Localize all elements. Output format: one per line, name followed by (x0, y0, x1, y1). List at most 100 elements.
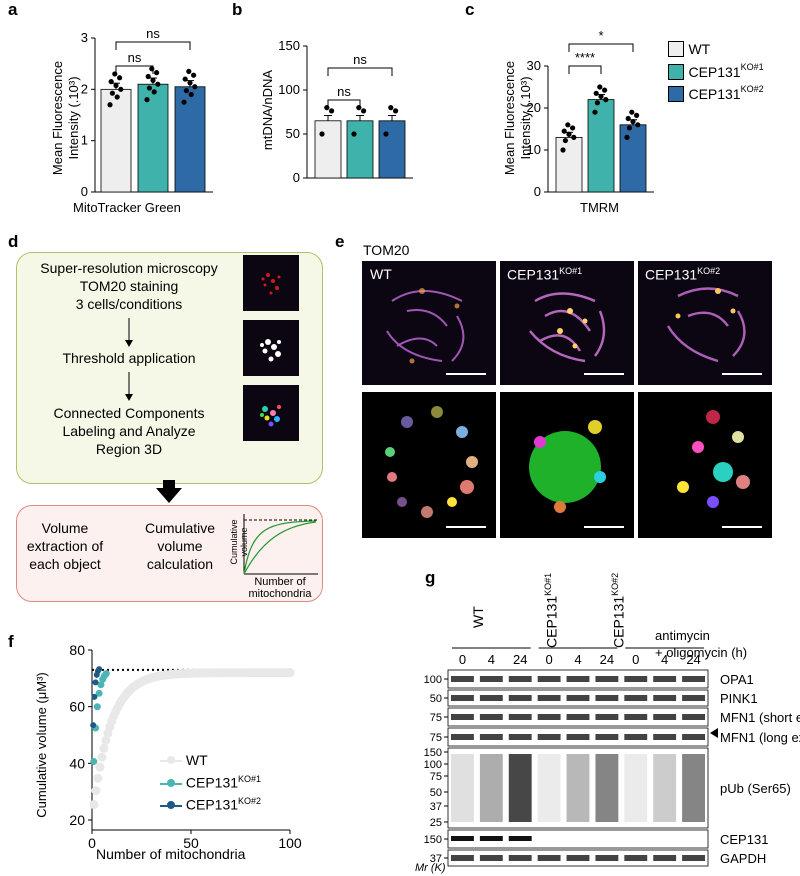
significance-label: ns (146, 26, 160, 41)
point-wt (99, 743, 109, 753)
e-label-ko1-text: CEP131 (507, 266, 560, 283)
a-xlabel: MitoTracker Green (73, 200, 181, 215)
data-point (570, 125, 576, 131)
time-label: 24 (686, 652, 700, 667)
f-ylabel: Cumulative volume (μM³) (34, 650, 49, 840)
blot-g: 0 4 24 0 4 24 0 4 24 OPA1 100 PINK1 50 MFN1 (short ex… (424, 647, 800, 867)
data-point (319, 131, 325, 137)
mw-label: 50 (430, 787, 442, 799)
e-image-ko1-raw (500, 261, 634, 385)
point-ko1 (93, 703, 101, 711)
significance-label: **** (575, 50, 595, 65)
data-point (351, 131, 357, 137)
significance-bracket (115, 65, 154, 74)
mw-label: 25 (430, 817, 442, 829)
data-point (146, 85, 152, 91)
band (624, 714, 648, 720)
data-point (630, 119, 636, 125)
significance-label: ns (337, 84, 351, 99)
data-point (183, 88, 189, 94)
data-point (562, 137, 568, 144)
bar-WT (314, 120, 342, 179)
band-label: MFN1 (short expo.) (720, 710, 800, 725)
data-point (624, 134, 630, 140)
band (653, 695, 677, 701)
d-step1-line1: Super-resolution microscopy (40, 260, 218, 276)
d-inset-xlabel-2: mitochondria (248, 588, 312, 600)
band (508, 734, 532, 740)
mw-label: 150 (424, 834, 442, 846)
significance-label: ns (353, 52, 367, 67)
band (624, 695, 648, 701)
band (682, 714, 705, 720)
band-label: pUb (Ser65) (720, 781, 791, 796)
data-point (181, 99, 187, 105)
pub-smear (653, 754, 677, 822)
time-label: 24 (513, 652, 527, 667)
f-legend: WT CEP131KO#1 CEP131KO#2 (160, 752, 261, 818)
point-ko2 (96, 666, 103, 673)
point-wt (285, 668, 295, 678)
time-label: 4 (488, 652, 495, 667)
band (682, 855, 705, 861)
d-cum-2: volume (157, 538, 203, 554)
data-point (154, 70, 160, 76)
y-tick-label: 0 (81, 184, 88, 199)
e-image-ko1-labeled (500, 392, 634, 538)
data-point (629, 109, 635, 115)
band (537, 714, 561, 720)
data-point (145, 73, 151, 80)
panel-label-a: a (8, 0, 18, 19)
mw-label: 150 (424, 747, 442, 759)
data-point (113, 82, 119, 89)
y-tick-label: 10 (527, 142, 541, 157)
band (479, 676, 503, 682)
band (508, 855, 532, 861)
band (479, 695, 503, 701)
band (451, 855, 474, 861)
data-point (117, 75, 123, 81)
band (566, 714, 590, 720)
data-point (150, 77, 156, 83)
band (624, 734, 648, 740)
band (682, 734, 705, 740)
bar-CEP131KO#1 (346, 120, 374, 179)
band (595, 714, 619, 720)
bar-CEP131KO#2 (378, 120, 406, 179)
y-tick-label: 1 (81, 133, 88, 148)
data-point (388, 105, 394, 111)
mw-label: 75 (430, 771, 442, 783)
data-point (356, 105, 362, 111)
data-point (182, 76, 188, 82)
band (595, 695, 619, 701)
band (566, 676, 590, 682)
f-ylabel-text: Cumulative volume (μM³) (34, 672, 49, 818)
significance-bracket (568, 43, 634, 52)
g-group-ko1-sup: KO#1 (543, 572, 553, 596)
data-point (329, 108, 335, 114)
point-wt (89, 800, 99, 810)
workflow-box-red (16, 505, 323, 602)
band (682, 695, 705, 701)
legend: WT CEP131KO#1 CEP131KO#2 (668, 40, 764, 106)
band (479, 855, 503, 861)
d-vol-2: extraction of (26, 538, 104, 554)
data-point (187, 80, 193, 86)
band (451, 695, 474, 701)
chart-c: 0 10 20 30 ***** (527, 28, 654, 199)
data-point (603, 97, 609, 103)
band (653, 855, 677, 861)
d-step3-line2: Labeling and Analyze (62, 423, 196, 439)
band (537, 695, 561, 701)
g-group-ko2-sup: KO#2 (610, 572, 620, 596)
pub-smear (595, 754, 619, 822)
y-tick-label: 3 (81, 30, 88, 45)
y-tick-label: 60 (69, 699, 85, 715)
d-step3-line3: Region 3D (95, 441, 163, 457)
e-image-wt-raw (362, 261, 496, 385)
data-point (118, 86, 124, 92)
y-tick-label: 50 (286, 126, 300, 141)
band-label: PINK1 (720, 691, 758, 706)
arrowhead (710, 728, 718, 738)
pub-smear (537, 754, 561, 822)
